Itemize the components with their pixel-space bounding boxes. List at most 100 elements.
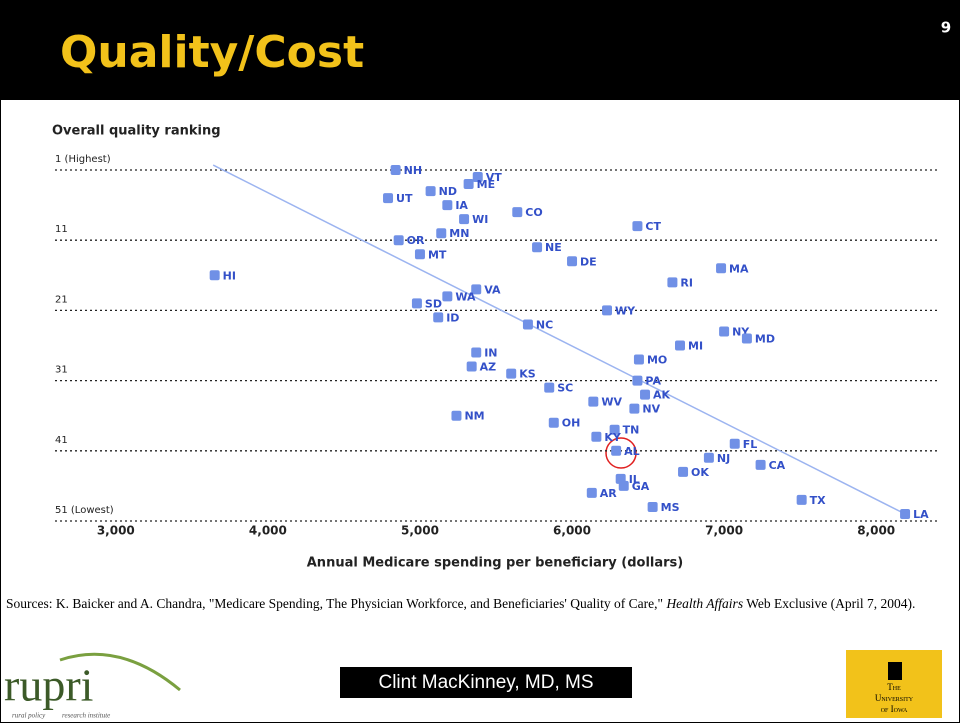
point-label: NV	[642, 403, 660, 416]
point	[383, 193, 394, 204]
point	[678, 466, 689, 477]
point-label: MT	[428, 248, 447, 261]
x-axis-title: Annual Medicare spending per beneficiary…	[307, 556, 683, 571]
source-note: Sources: K. Baicker and A. Chandra, "Med…	[6, 594, 946, 613]
point	[451, 410, 462, 421]
point	[532, 242, 543, 253]
logo-arc	[59, 652, 181, 692]
x-tick-label: 7,000	[705, 524, 743, 538]
point-label: IA	[455, 199, 468, 212]
point	[463, 179, 474, 190]
point	[567, 256, 578, 267]
point-label: OK	[691, 466, 709, 479]
point-label: IL	[629, 473, 640, 486]
point	[629, 403, 640, 414]
point-label: NC	[536, 318, 553, 331]
point	[433, 312, 444, 323]
point	[586, 487, 597, 498]
iowa-logo-text: of Iowa	[881, 704, 908, 714]
point	[796, 494, 807, 505]
header-bar	[0, 0, 960, 100]
logo-left: rupri	[4, 660, 93, 711]
point	[522, 319, 533, 330]
x-tick-label: 5,000	[401, 524, 439, 538]
x-tick-label: 6,000	[553, 524, 591, 538]
point-label: MI	[688, 340, 703, 353]
point-label: NH	[404, 164, 422, 177]
source-text: Web Exclusive (April 7, 2004).	[743, 596, 916, 611]
point-label: OR	[407, 234, 425, 247]
point	[471, 347, 482, 358]
point-label: MO	[647, 354, 667, 367]
presenter: Clint MacKinney, MD, MS	[378, 672, 593, 693]
point	[506, 368, 517, 379]
point-label: AZ	[480, 361, 497, 374]
point-label: ND	[439, 185, 457, 198]
point-label: PA	[645, 375, 661, 388]
point-label: CA	[769, 459, 786, 472]
point-label: ID	[446, 311, 459, 324]
point	[675, 340, 686, 351]
point-label: KY	[604, 431, 622, 444]
point	[703, 452, 714, 463]
point-label: NE	[545, 241, 562, 254]
point-label: WI	[472, 213, 488, 226]
point	[512, 207, 523, 218]
point	[755, 459, 766, 470]
point-label: TN	[623, 424, 640, 437]
point-label: GA	[632, 480, 650, 493]
point	[466, 361, 477, 372]
highlight-circle	[605, 437, 637, 469]
point-label: WY	[615, 304, 636, 317]
point	[425, 186, 436, 197]
point	[667, 277, 678, 288]
x-tick-label: 4,000	[249, 524, 287, 538]
trend-line	[212, 164, 906, 515]
iowa-logo-text: The	[887, 682, 901, 692]
point	[544, 382, 555, 393]
slide-title: Quality/Cost	[60, 27, 364, 78]
point-label: MS	[661, 501, 680, 514]
point	[390, 165, 401, 176]
point	[442, 291, 453, 302]
point	[633, 354, 644, 365]
point-label: AK	[653, 389, 671, 402]
point-label: RI	[680, 276, 693, 289]
point	[729, 438, 740, 449]
point-label: UT	[396, 192, 413, 205]
point-label: IN	[484, 347, 497, 360]
point-label: WA	[455, 290, 476, 303]
point-label: TX	[810, 494, 827, 507]
point-label: MD	[755, 332, 775, 345]
point	[459, 214, 470, 225]
point	[741, 333, 752, 344]
point-label: AR	[600, 487, 618, 500]
point	[900, 508, 911, 519]
y-tick-label: 41	[55, 435, 68, 446]
point	[640, 389, 651, 400]
iowa-logo-box	[846, 650, 942, 718]
point	[472, 172, 483, 183]
point-label: MN	[449, 227, 469, 240]
point	[471, 284, 482, 295]
point-label: WV	[601, 396, 622, 409]
point	[609, 424, 620, 435]
point-label: CO	[525, 206, 542, 219]
y-tick-label: 31	[55, 365, 68, 376]
point-label: VT	[486, 171, 503, 184]
y-axis-title: Overall quality ranking	[52, 124, 221, 139]
x-tick-label: 8,000	[857, 524, 895, 538]
iowa-logo-icon	[888, 662, 902, 680]
y-tick-label: 11	[55, 224, 68, 235]
point	[411, 298, 422, 309]
point-label: SC	[557, 382, 573, 395]
point-label: NJ	[717, 452, 730, 465]
point	[414, 249, 425, 260]
point-label: KS	[519, 368, 536, 381]
point	[716, 263, 727, 274]
logo-sub: research institute	[62, 712, 110, 720]
point	[719, 326, 730, 337]
point	[588, 396, 599, 407]
